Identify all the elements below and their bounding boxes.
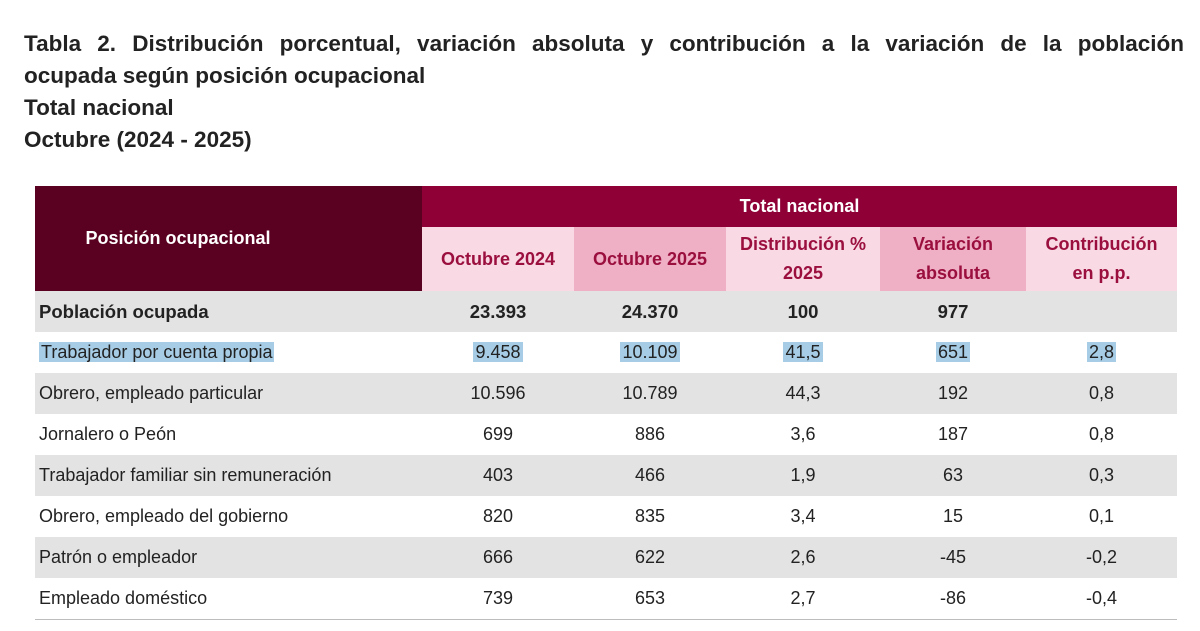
cell-oct-2025: 653 <box>574 578 726 620</box>
cell-distribucion: 3,4 <box>790 506 816 526</box>
header-contribucion: Contribución en p.p. <box>1026 227 1178 291</box>
header-variacion: Variación absoluta <box>880 227 1026 291</box>
cell-distribucion: 44,3 <box>726 373 880 414</box>
cell-distribucion: 100 <box>726 291 880 332</box>
cell-variacion: 63 <box>880 455 1026 496</box>
row-label: Obrero, empleado particular <box>35 373 422 414</box>
cell-oct-2024: 403 <box>422 455 574 496</box>
cell-oct-2024: 10.596 <box>422 373 574 414</box>
cell-oct-2025: 466 <box>574 455 726 496</box>
cell-variacion: -86 <box>880 578 1026 620</box>
cell-distribucion: 2,7 <box>726 578 880 620</box>
cell-oct-2024: 739 <box>422 578 574 620</box>
row-label: Empleado doméstico <box>35 578 422 620</box>
cell-oct-2024: 666 <box>422 537 574 578</box>
table-row: Trabajador por cuenta propia 9.458 10.10… <box>35 332 1177 373</box>
cell-oct-2024: 699 <box>482 424 514 444</box>
cell-contribucion: 0,8 <box>1026 373 1178 414</box>
row-label: Trabajador por cuenta propia <box>39 342 275 362</box>
header-total-nacional: Total nacional <box>422 186 1178 227</box>
title-line-2: ocupada según posición ocupacional <box>24 63 426 88</box>
cell-oct-2025: 10.109 <box>620 342 680 362</box>
cell-oct-2024: 820 <box>482 506 514 526</box>
cell-contribucion: 0,8 <box>1089 424 1115 444</box>
cell-oct-2025: 622 <box>574 537 726 578</box>
header-position: Posición ocupacional <box>35 186 422 291</box>
cell-contribucion: 0,3 <box>1026 455 1178 496</box>
header-octubre-2025: Octubre 2025 <box>574 227 726 291</box>
table-row: Jornalero o Peón 699 886 3,6 187 0,8 <box>35 414 1177 455</box>
cell-oct-2025: 835 <box>634 506 666 526</box>
table-row: Obrero, empleado del gobierno 820 835 3,… <box>35 496 1177 537</box>
title-line-4: Octubre (2024 - 2025) <box>24 127 252 152</box>
cell-variacion: 192 <box>880 373 1026 414</box>
row-label: Población ocupada <box>35 291 422 332</box>
table-row: Trabajador familiar sin remuneración 403… <box>35 455 1178 496</box>
cell-oct-2025: 886 <box>634 424 666 444</box>
cell-contribucion <box>1026 291 1178 332</box>
cell-oct-2025: 24.370 <box>574 291 726 332</box>
cell-variacion: 651 <box>935 342 971 362</box>
header-distribucion: Distribución % 2025 <box>726 227 880 291</box>
table-row: Patrón o empleador 666 622 2,6 -45 -0,2 <box>35 537 1178 578</box>
cell-variacion: 15 <box>942 506 964 526</box>
cell-oct-2024: 9.458 <box>473 342 523 362</box>
row-label: Patrón o empleador <box>35 537 422 578</box>
row-label-cell: Trabajador por cuenta propia <box>35 332 422 373</box>
cell-contribucion: -0,2 <box>1026 537 1178 578</box>
cell-variacion: 977 <box>880 291 1026 332</box>
cell-variacion: -45 <box>880 537 1026 578</box>
cell-contribucion: 2,8 <box>1087 342 1117 362</box>
occupation-table: Posición ocupacional Total nacional Octu… <box>35 186 1178 620</box>
cell-distribucion: 41,5 <box>783 342 823 362</box>
row-label: Obrero, empleado del gobierno <box>39 506 289 526</box>
table-row: Obrero, empleado particular 10.596 10.78… <box>35 373 1178 414</box>
row-label: Trabajador familiar sin remuneración <box>35 455 422 496</box>
cell-oct-2025: 10.789 <box>574 373 726 414</box>
title-line-1: Tabla 2. Distribución porcentual, variac… <box>24 31 1184 56</box>
title-line-3: Total nacional <box>24 95 174 120</box>
cell-variacion: 187 <box>937 424 969 444</box>
header-octubre-2024: Octubre 2024 <box>422 227 574 291</box>
cell-distribucion: 1,9 <box>726 455 880 496</box>
table-title: Tabla 2. Distribución porcentual, variac… <box>24 28 1184 156</box>
cell-contribucion: 0,1 <box>1089 506 1115 526</box>
cell-distribucion: 3,6 <box>790 424 816 444</box>
row-label: Jornalero o Peón <box>39 424 177 444</box>
cell-contribucion: -0,4 <box>1026 578 1178 620</box>
table-row: Empleado doméstico 739 653 2,7 -86 -0,4 <box>35 578 1178 620</box>
table-row-total: Población ocupada 23.393 24.370 100 977 <box>35 291 1178 332</box>
cell-distribucion: 2,6 <box>726 537 880 578</box>
cell-oct-2024: 23.393 <box>422 291 574 332</box>
